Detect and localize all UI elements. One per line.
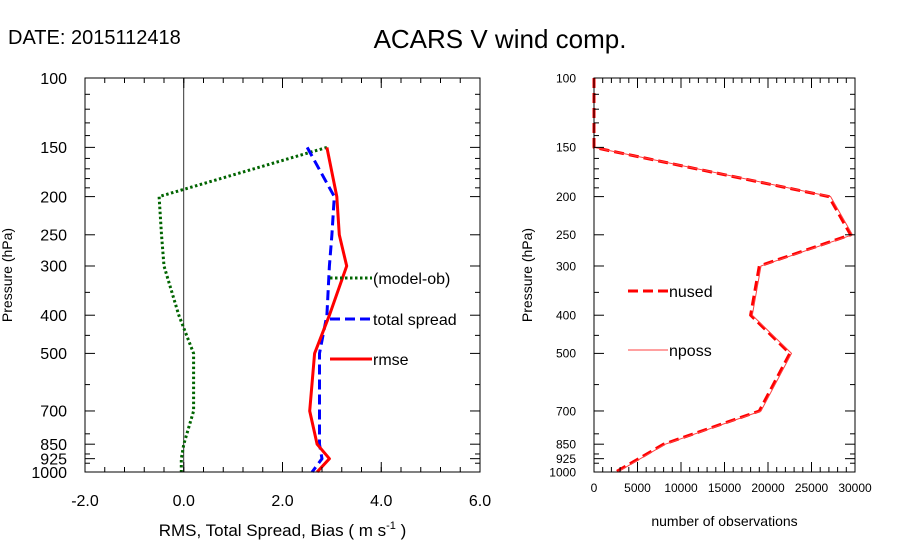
y-tick-label: 100 bbox=[40, 71, 67, 88]
legend-label: nposs bbox=[669, 343, 712, 360]
series-line-rmse bbox=[308, 147, 349, 474]
y-tick-label: 700 bbox=[40, 404, 67, 421]
right-series-group bbox=[592, 78, 853, 474]
series-line-totalspread bbox=[305, 146, 336, 473]
date-label: DATE: 2015112418 bbox=[8, 27, 181, 49]
y-tick-label: 1000 bbox=[549, 465, 576, 479]
y-tick-label: 300 bbox=[556, 259, 576, 273]
series-line-modelob bbox=[157, 145, 328, 472]
x-tick-label: 15000 bbox=[708, 481, 742, 495]
x-tick-label: 5000 bbox=[624, 481, 651, 495]
right-x-axis-label: number of observations bbox=[651, 513, 797, 529]
y-tick-label: 850 bbox=[40, 437, 67, 454]
x-tick-label: 4.0 bbox=[370, 493, 392, 510]
x-tick-label: 30000 bbox=[838, 481, 872, 495]
right-legend: nused nposs bbox=[628, 284, 713, 360]
x-tick-label: 2.0 bbox=[271, 493, 293, 510]
legend-label: total spread bbox=[373, 312, 457, 329]
y-tick-label: 400 bbox=[556, 309, 576, 323]
y-tick-label: 1000 bbox=[31, 465, 67, 482]
y-tick-label: 300 bbox=[40, 259, 67, 276]
chart-title: ACARS V wind comp. bbox=[374, 24, 627, 54]
y-tick-label: 925 bbox=[40, 451, 67, 468]
y-tick-label: 150 bbox=[40, 140, 67, 157]
left-y-axis-label: Pressure (hPa) bbox=[0, 228, 15, 322]
right-plot-frame bbox=[593, 77, 856, 473]
y-tick-label: 700 bbox=[556, 404, 576, 418]
right-y-axis-label: Pressure (hPa) bbox=[519, 228, 535, 322]
y-tick-label: 100 bbox=[556, 71, 576, 85]
left-legend: (model-ob) total spread rmse bbox=[330, 271, 457, 369]
y-tick-label: 250 bbox=[556, 228, 576, 242]
legend-label: (model-ob) bbox=[373, 271, 450, 288]
x-tick-label: 0.0 bbox=[173, 493, 195, 510]
series-line-nposs bbox=[593, 78, 853, 473]
y-tick-label: 150 bbox=[556, 141, 576, 155]
legend-label: rmse bbox=[373, 352, 409, 369]
y-tick-label: 250 bbox=[40, 228, 67, 245]
y-tick-label: 500 bbox=[556, 347, 576, 361]
y-tick-label: 200 bbox=[556, 190, 576, 204]
y-tick-label: 400 bbox=[40, 308, 67, 325]
x-tick-label: -2.0 bbox=[71, 493, 99, 510]
series-line-nused bbox=[592, 78, 853, 474]
x-tick-label: 25000 bbox=[795, 481, 829, 495]
legend-label: nused bbox=[669, 284, 713, 301]
y-tick-label: 925 bbox=[556, 452, 576, 466]
x-tick-label: 6.0 bbox=[469, 493, 491, 510]
x-tick-label: 0 bbox=[591, 481, 598, 495]
x-tick-label: 20000 bbox=[751, 481, 785, 495]
left-x-axis-label: RMS, Total Spread, Bias ( m s-1 ) bbox=[159, 520, 407, 540]
y-tick-label: 200 bbox=[40, 189, 67, 206]
y-tick-label: 500 bbox=[40, 346, 67, 363]
x-tick-label: 10000 bbox=[664, 481, 698, 495]
left-series-group bbox=[157, 145, 349, 474]
y-tick-label: 850 bbox=[556, 438, 576, 452]
